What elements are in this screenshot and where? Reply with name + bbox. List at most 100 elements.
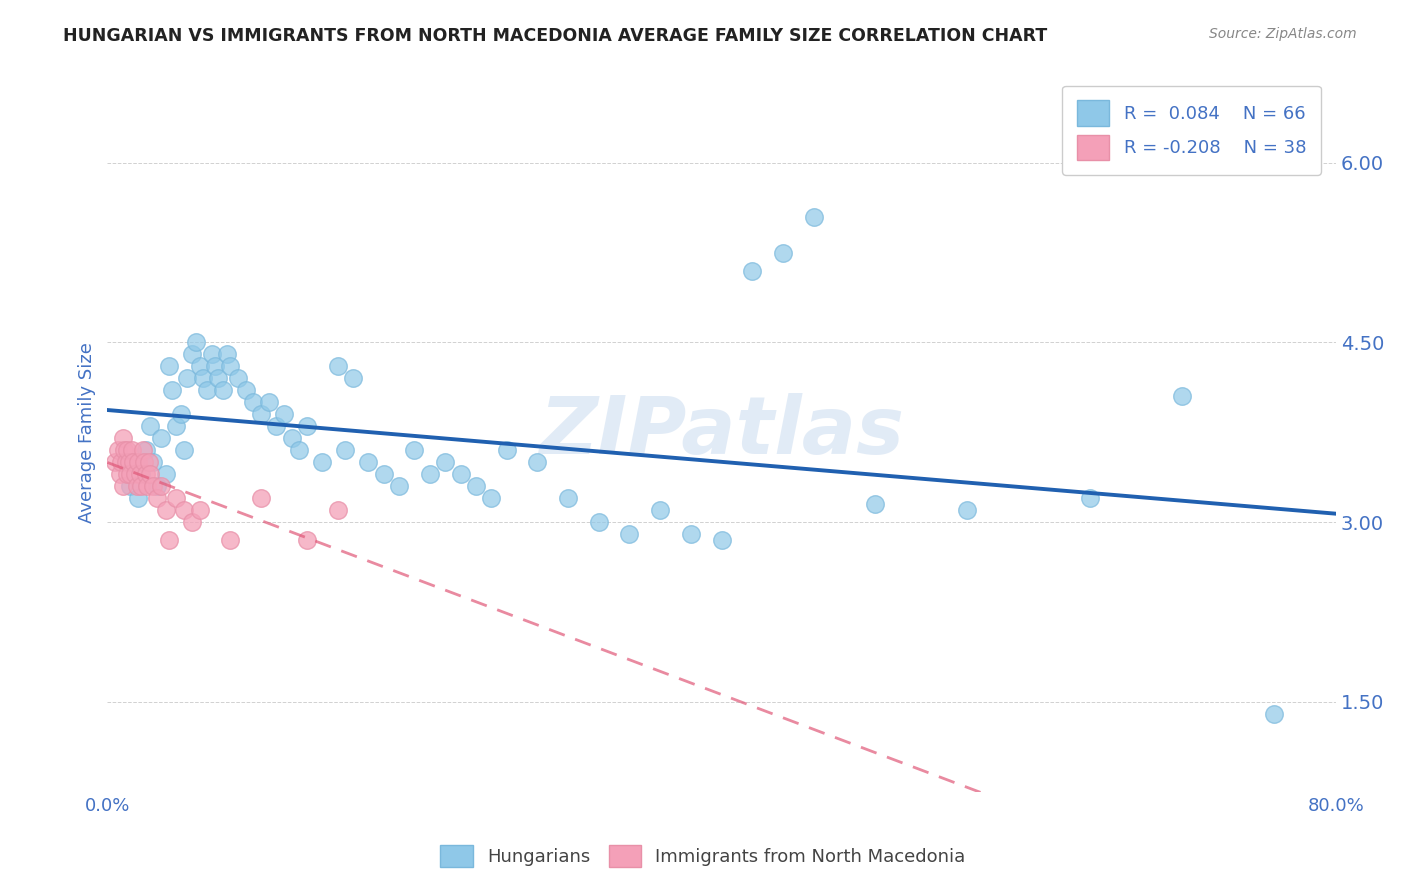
Point — [191, 371, 214, 385]
Point — [111, 431, 134, 445]
Point — [170, 408, 193, 422]
Point — [118, 455, 141, 469]
Point — [679, 527, 702, 541]
Point — [217, 347, 239, 361]
Point — [863, 497, 886, 511]
Point — [139, 467, 162, 482]
Point — [342, 371, 364, 385]
Point — [122, 455, 145, 469]
Point — [388, 479, 411, 493]
Text: HUNGARIAN VS IMMIGRANTS FROM NORTH MACEDONIA AVERAGE FAMILY SIZE CORRELATION CHA: HUNGARIAN VS IMMIGRANTS FROM NORTH MACED… — [63, 27, 1047, 45]
Text: ZIPatlas: ZIPatlas — [538, 393, 904, 471]
Point — [180, 515, 202, 529]
Point — [450, 467, 472, 482]
Point — [142, 455, 165, 469]
Point — [155, 467, 177, 482]
Point — [157, 533, 180, 548]
Point — [211, 384, 233, 398]
Point — [235, 384, 257, 398]
Point — [311, 455, 333, 469]
Point — [434, 455, 457, 469]
Point — [110, 455, 132, 469]
Point — [188, 359, 211, 374]
Point — [250, 491, 273, 506]
Point — [108, 467, 131, 482]
Point — [124, 467, 146, 482]
Point — [295, 533, 318, 548]
Point — [357, 455, 380, 469]
Point — [335, 443, 357, 458]
Point — [135, 443, 157, 458]
Point — [772, 245, 794, 260]
Point — [526, 455, 548, 469]
Point — [404, 443, 426, 458]
Point — [128, 467, 150, 482]
Text: Source: ZipAtlas.com: Source: ZipAtlas.com — [1209, 27, 1357, 41]
Point — [131, 443, 153, 458]
Point — [127, 491, 149, 506]
Point — [373, 467, 395, 482]
Point — [150, 431, 173, 445]
Point — [226, 371, 249, 385]
Point — [107, 443, 129, 458]
Point — [138, 455, 160, 469]
Point — [117, 443, 139, 458]
Point — [288, 443, 311, 458]
Point — [207, 371, 229, 385]
Point — [160, 384, 183, 398]
Point — [257, 395, 280, 409]
Point — [120, 467, 142, 482]
Point — [464, 479, 486, 493]
Point — [117, 467, 139, 482]
Point — [134, 455, 156, 469]
Point — [136, 479, 159, 493]
Point — [125, 479, 148, 493]
Point — [273, 408, 295, 422]
Point — [142, 479, 165, 493]
Point — [135, 467, 157, 482]
Point — [112, 443, 135, 458]
Point — [195, 384, 218, 398]
Point — [710, 533, 733, 548]
Point — [145, 479, 167, 493]
Point — [326, 359, 349, 374]
Point — [155, 503, 177, 517]
Point — [166, 419, 188, 434]
Point — [1171, 389, 1194, 403]
Point — [588, 515, 610, 529]
Point — [266, 419, 288, 434]
Point — [157, 359, 180, 374]
Point — [201, 347, 224, 361]
Point — [204, 359, 226, 374]
Point — [188, 503, 211, 517]
Point — [129, 479, 152, 493]
Point — [124, 455, 146, 469]
Point — [104, 455, 127, 469]
Point — [219, 359, 242, 374]
Point — [619, 527, 641, 541]
Point — [1078, 491, 1101, 506]
Point — [139, 419, 162, 434]
Point — [129, 467, 152, 482]
Point — [150, 479, 173, 493]
Y-axis label: Average Family Size: Average Family Size — [79, 342, 96, 523]
Point — [741, 263, 763, 277]
Point — [219, 533, 242, 548]
Point — [1263, 706, 1285, 721]
Legend: Hungarians, Immigrants from North Macedonia: Hungarians, Immigrants from North Macedo… — [433, 838, 973, 874]
Point — [956, 503, 979, 517]
Point — [166, 491, 188, 506]
Point — [111, 479, 134, 493]
Point — [173, 503, 195, 517]
Point — [557, 491, 579, 506]
Point — [176, 371, 198, 385]
Point — [295, 419, 318, 434]
Point — [650, 503, 672, 517]
Point — [180, 347, 202, 361]
Point — [145, 491, 167, 506]
Point — [114, 455, 136, 469]
Point — [242, 395, 264, 409]
Point — [280, 431, 302, 445]
Point — [127, 455, 149, 469]
Point — [121, 443, 143, 458]
